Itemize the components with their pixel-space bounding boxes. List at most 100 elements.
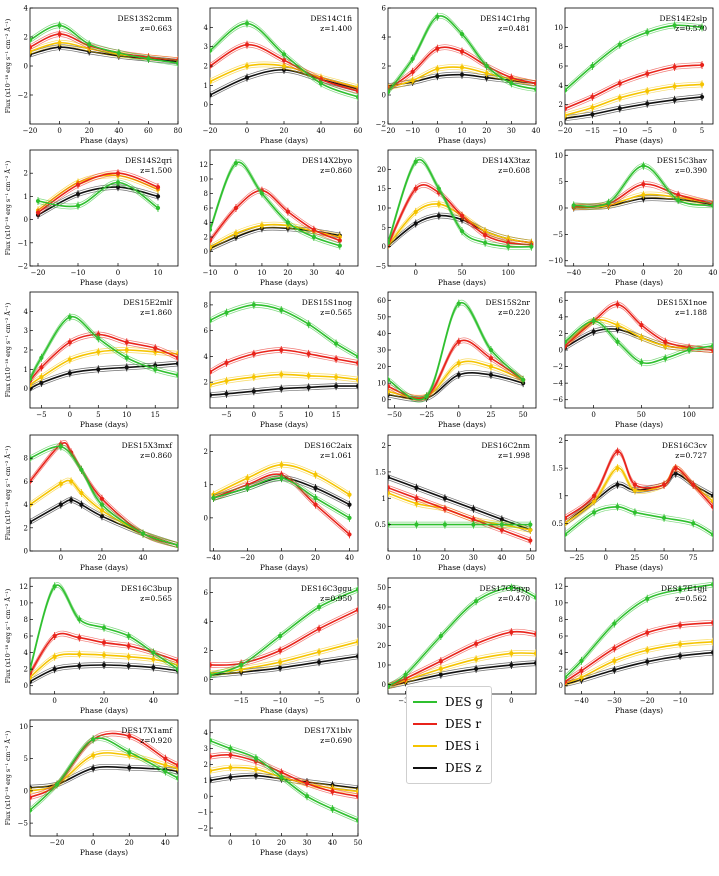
y-tick-label: 20 [377, 642, 386, 650]
y-tick-label: 0 [204, 101, 208, 109]
series-i-point [579, 675, 584, 680]
series-i-point [77, 652, 82, 657]
series-i-point [413, 209, 418, 214]
series-i-point [251, 374, 256, 380]
series-i-point [30, 49, 33, 54]
panel-title: DES14X3taz [482, 156, 530, 165]
series-r-line [388, 339, 524, 400]
x-tick-label: −10 [71, 269, 86, 277]
series-i-point [163, 763, 168, 768]
y-tick-label: 4 [24, 308, 29, 316]
series-z-point [413, 221, 418, 226]
series-g-lower-band [565, 586, 713, 681]
series-g-point [533, 595, 536, 600]
panel-title: DES15S1nog [302, 298, 352, 307]
series-g-point [565, 339, 568, 344]
series-z-point [355, 786, 358, 791]
y-tick-label: 5 [559, 178, 563, 186]
series-z-upper-band [565, 94, 703, 117]
series-g-point [710, 532, 713, 537]
y-tick-label: 0 [204, 248, 208, 256]
series-z-point [101, 662, 107, 668]
series-g-line [30, 737, 178, 811]
y-tick-label: 2 [24, 524, 28, 532]
series-g-point [483, 240, 488, 245]
series-r-line [388, 486, 531, 542]
panel-redshift: z=0.920 [140, 736, 172, 745]
series-i-point [101, 652, 107, 658]
legend-label-r: DES r [445, 717, 482, 731]
series-z-point [316, 660, 322, 665]
panel-plot-area [565, 580, 713, 689]
y-tick-label: 0 [382, 396, 386, 404]
y-tick-label: 60 [377, 297, 386, 305]
series-z-point [210, 92, 213, 98]
series-g-point [710, 203, 713, 208]
series-g-point [101, 625, 107, 630]
x-axis-label: Phase (days) [615, 278, 663, 287]
y-tick-label: 8 [24, 455, 28, 463]
x-tick-label: 20 [440, 554, 449, 562]
x-tick-label: 50 [519, 411, 528, 419]
x-tick-label: 20 [277, 839, 286, 847]
panel-redshift: z=0.390 [675, 166, 707, 175]
x-tick-label: 40 [709, 269, 718, 277]
series-r-point [224, 360, 229, 365]
series-r-point [435, 46, 440, 51]
series-g-point [403, 672, 408, 677]
series-g-point [663, 356, 668, 361]
series-r-lower-band [30, 445, 178, 549]
series-i-point [509, 651, 514, 656]
legend-swatch-g [413, 701, 437, 703]
series-r-point [488, 356, 494, 361]
x-tick-label: 0 [279, 554, 283, 562]
y-tick-label: 0 [382, 681, 386, 689]
series-i-point [615, 466, 620, 471]
series-g-point [126, 633, 131, 639]
x-axis-label: Phase (days) [260, 706, 308, 715]
y-tick-label: 4 [24, 5, 29, 13]
x-tick-label: 10 [304, 411, 313, 419]
series-g-lower-band [565, 323, 713, 367]
series-r-point [35, 210, 41, 215]
x-axis-label: Phase (days) [80, 420, 128, 429]
series-i-point [281, 63, 287, 69]
series-r-point [579, 668, 584, 673]
x-tick-label: 40 [139, 554, 148, 562]
series-z-point [75, 191, 81, 197]
series-i-upper-band [565, 638, 713, 682]
x-tick-label: −10 [612, 127, 627, 135]
series-g-point [52, 584, 57, 589]
series-r-point [304, 781, 310, 786]
series-r-point [155, 185, 161, 190]
series-i-point [473, 657, 479, 662]
series-i-point [278, 660, 283, 665]
series-g-point [590, 63, 595, 69]
series-i-point [456, 361, 461, 366]
y-tick-label: 1 [204, 777, 208, 785]
series-i-point [533, 651, 536, 656]
series-z-point [115, 185, 121, 190]
series-r-lower-band [388, 633, 536, 690]
y-tick-label: 8 [204, 301, 208, 309]
series-i-point [244, 63, 250, 69]
x-tick-label: 30 [469, 554, 478, 562]
series-g-point [153, 367, 158, 372]
series-r-point [442, 506, 448, 511]
series-z-point [645, 659, 650, 664]
series-z-point [58, 502, 63, 507]
y-tick-label: −2 [198, 825, 208, 833]
series-z-point [442, 496, 448, 501]
series-g-point [58, 444, 63, 449]
y-tick-label: −1 [18, 239, 28, 247]
panel-plot-area [565, 300, 713, 367]
series-g-point [355, 354, 358, 359]
y-axis-label: Flux (x10⁻¹⁸ erg s⁻¹ cm⁻² Å⁻¹) [4, 589, 12, 683]
panel-redshift: z=0.565 [320, 308, 352, 317]
series-g-point [710, 582, 713, 587]
series-g-point [488, 347, 494, 353]
y-tick-label: 40 [377, 604, 386, 612]
y-tick-label: 15 [377, 185, 386, 193]
panel-des16c3cv: −25 0 25 50 75 0.5 1 1.5 2 Phase (days) DES16C3cvz… [552, 434, 714, 572]
